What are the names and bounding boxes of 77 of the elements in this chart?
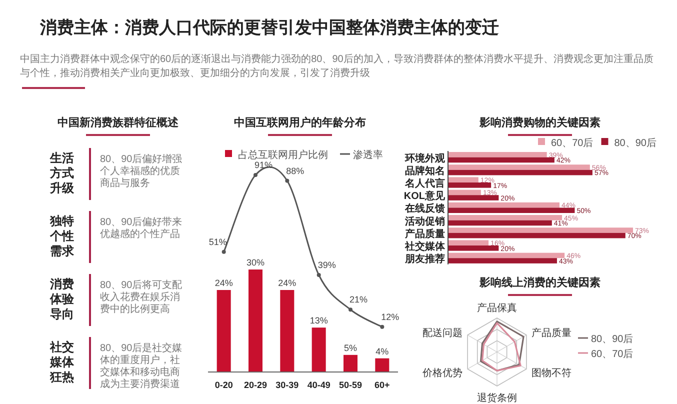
- bar: [344, 354, 358, 372]
- spoke-label: 产品质量: [532, 326, 572, 339]
- text: 社交媒体狂热: [49, 340, 75, 384]
- data-label: 24%: [214, 278, 233, 288]
- x-tick-label: 20-29: [244, 380, 268, 390]
- bar: [375, 358, 390, 372]
- legend-label: 60、70后: [551, 137, 594, 149]
- legend-label: 80、90后: [614, 137, 656, 149]
- data-label: 39%: [318, 260, 336, 270]
- text: 80、90后偏好带来优越感的个性产品: [100, 216, 182, 240]
- bar: [448, 202, 560, 208]
- x-tick-label: 50-59: [338, 380, 362, 390]
- chart-title: 中国互联网用户的年龄分布: [234, 116, 366, 129]
- text: 中国新消费族群特征概述: [58, 116, 180, 129]
- x-tick-label: 40-49: [307, 380, 330, 390]
- legend-label: 60、70后: [591, 348, 634, 360]
- data-label: 88%: [286, 166, 304, 176]
- text: 独特个性需求: [49, 214, 75, 258]
- data-label: 30%: [246, 258, 265, 268]
- legend-label: 渗透率: [353, 149, 383, 161]
- y-tick-label: 朋友推荐: [404, 253, 445, 266]
- text: 中国主力消费群体中观念保守的60后的逐渐退出与消费能力强劲的80、90后的加入，导致消费群体的整体消费水平提升、消费观念更加注重品质与个性，推动消费相关产业向更加极致、更加细分的方向发展，引发了消费升级: [20, 53, 654, 79]
- bar: [248, 270, 262, 372]
- chart-title: 影响线上消费的关键因素: [478, 276, 600, 289]
- data-label: 12%: [381, 312, 400, 322]
- y-tick-label: KOL意见: [404, 190, 446, 202]
- spoke-label: 价格优势: [421, 367, 462, 380]
- data-label: 51%: [208, 236, 227, 247]
- data-label: 5%: [344, 342, 358, 353]
- legend-label: 占总互联网用户比例: [238, 149, 328, 161]
- y-tick-label: 产品质量: [404, 228, 445, 240]
- text: 生活方式升级: [49, 151, 75, 195]
- spoke-label: 产品保真: [477, 302, 517, 314]
- bar: [448, 190, 481, 196]
- bar: [448, 246, 499, 251]
- bar: [448, 208, 575, 213]
- spoke-label: 配送问题: [422, 326, 462, 339]
- spoke-label: 退货条例: [477, 392, 517, 404]
- data-label: 21%: [349, 294, 368, 305]
- bar: [448, 177, 478, 182]
- data-label: 13%: [310, 316, 328, 326]
- y-tick-label: 名人代言: [404, 178, 445, 190]
- bar: [448, 252, 565, 258]
- x-tick-label: 30-39: [276, 380, 299, 390]
- bar: [448, 182, 492, 188]
- x-tick-label: 60+: [374, 380, 390, 390]
- bar: [448, 170, 592, 176]
- y-tick-label: 活动促销: [404, 215, 445, 228]
- bar: [448, 240, 489, 246]
- bar: [448, 195, 499, 200]
- legend-label: 80、90后: [591, 333, 634, 345]
- bar: [448, 232, 626, 238]
- bar: [216, 290, 231, 372]
- bar: [448, 164, 590, 170]
- text: 80、90后偏好增强个人幸福感的优质商品与服务: [100, 153, 182, 189]
- bar: [312, 328, 326, 372]
- x-tick-label: 0-20: [214, 380, 233, 390]
- text: 消费体验导向: [49, 277, 75, 321]
- data-label: 4%: [376, 346, 389, 356]
- bar: [448, 157, 554, 163]
- y-tick-label: 社交媒体: [404, 240, 446, 252]
- data-label: 91%: [254, 160, 273, 170]
- bar: [448, 220, 552, 226]
- text: 消费主体：消费人口代际的更替引发中国整体消费主体的变迁: [39, 18, 499, 37]
- text: 80、90后将可支配收入花费在娱乐消费中的比例更高: [100, 279, 182, 315]
- spoke-label: 图物不符: [532, 367, 572, 380]
- y-tick-label: 品牌知名: [405, 164, 445, 177]
- chart-title: 影响消费购物的关键因素: [478, 116, 600, 129]
- y-tick-label: 环境外观: [404, 152, 446, 164]
- bar: [280, 290, 294, 372]
- y-tick-label: 在线反馈: [404, 202, 445, 215]
- text: 80、90后是社交媒体的重度用户，社交媒体和移动电商成为主要消费渠道: [100, 342, 182, 390]
- bar: [448, 258, 557, 264]
- bar: [448, 228, 633, 233]
- bar: [448, 152, 547, 158]
- bar: [448, 215, 562, 220]
- data-label: 24%: [278, 278, 296, 288]
